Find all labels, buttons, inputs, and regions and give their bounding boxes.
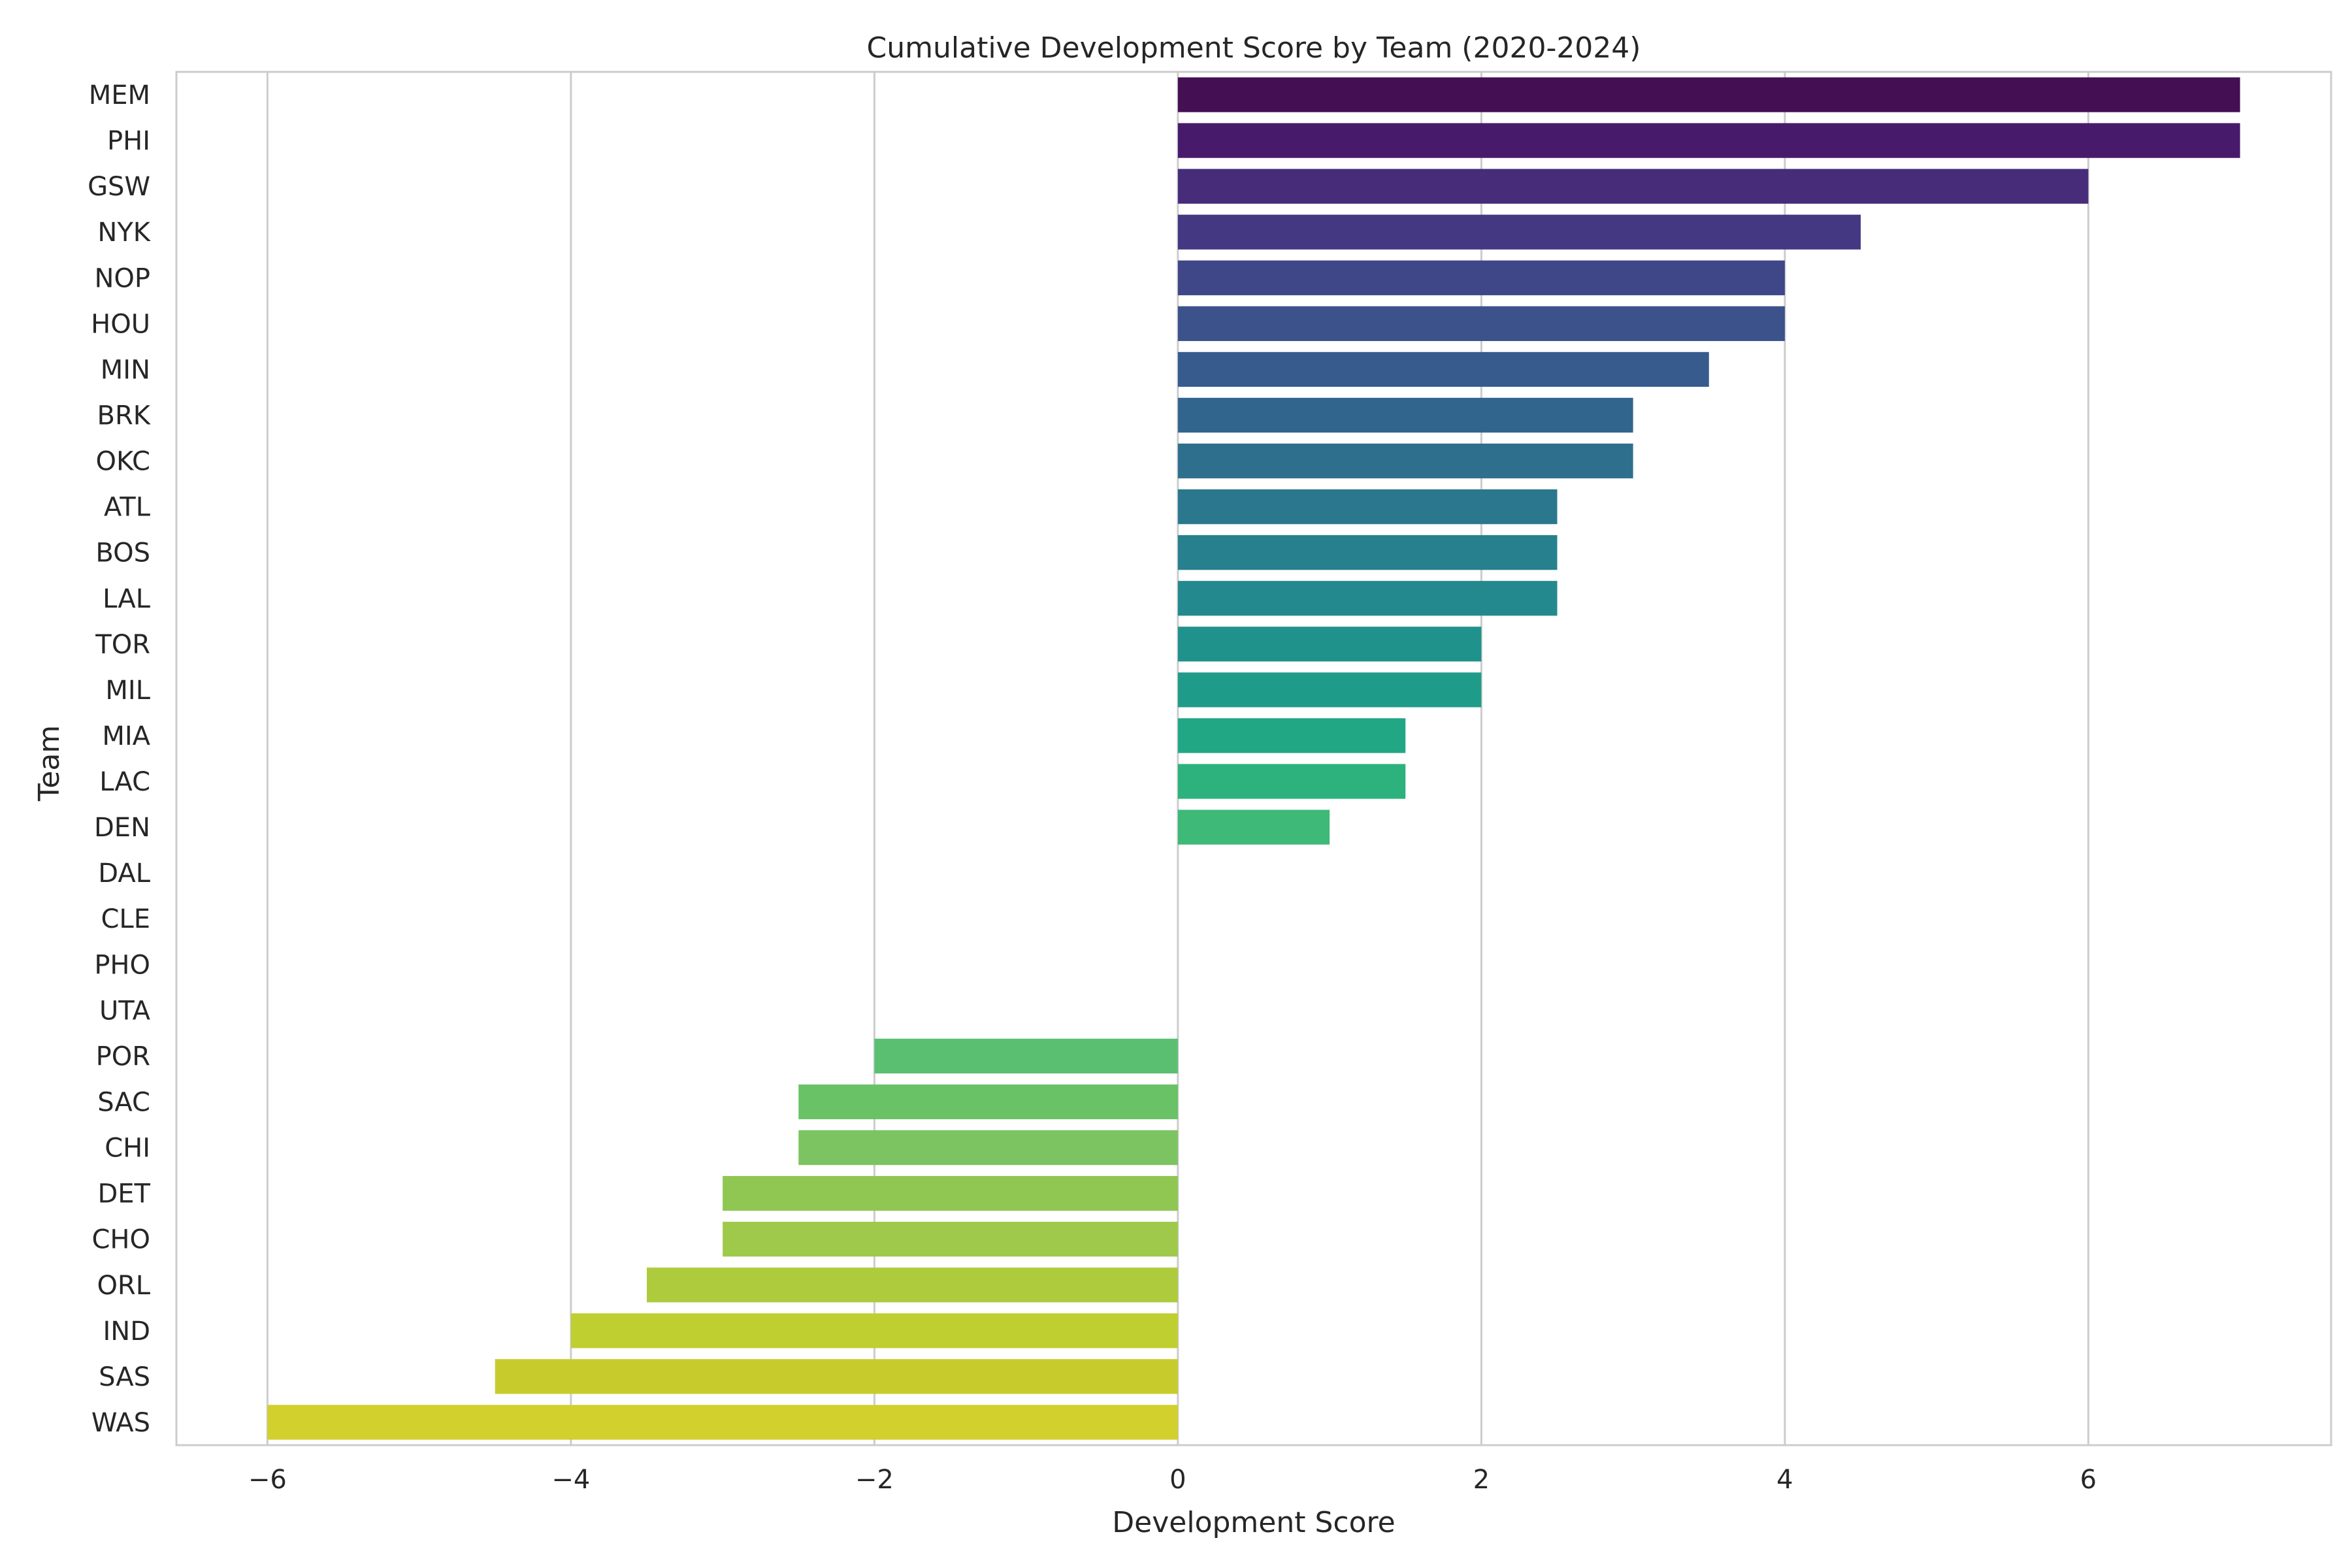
x-tick-label: −2: [855, 1465, 894, 1495]
plot-frame: [175, 71, 2332, 1446]
bar-por: [874, 1038, 1178, 1074]
bar-gsw: [1177, 169, 2089, 204]
x-tick-label: −6: [248, 1465, 287, 1495]
bar-orl: [646, 1267, 1178, 1303]
y-tick-label: HOU: [91, 309, 150, 339]
y-tick-label: DET: [97, 1179, 150, 1209]
gridlines: [266, 72, 2089, 1445]
bar-okc: [1177, 443, 1633, 479]
y-tick-label: MEM: [89, 80, 150, 110]
bar-chi: [798, 1130, 1178, 1166]
bar-mia: [1177, 718, 1406, 753]
y-tick-label: PHO: [94, 950, 150, 980]
x-tick-label: 0: [1169, 1465, 1186, 1495]
y-tick-label: IND: [103, 1316, 150, 1347]
x-tick-labels: −6 −4 −2 0 2 4 6: [248, 1465, 2097, 1495]
x-tick-label: −4: [551, 1465, 590, 1495]
y-tick-labels: MEM PHI GSW NYK NOP HOU MIN BRK OKC ATL BOS LAL TOR M…: [88, 80, 152, 1438]
y-tick-label: DEN: [94, 813, 150, 843]
y-tick-label: NOP: [94, 263, 150, 293]
bar-den: [1177, 809, 1330, 845]
y-tick-label: MIL: [105, 676, 150, 706]
chart-title: Cumulative Development Score by Team (20…: [867, 31, 1641, 65]
y-tick-label: DAL: [98, 858, 150, 889]
y-tick-label: CLE: [101, 904, 151, 934]
bar-cho: [723, 1222, 1178, 1257]
y-tick-label: WAS: [91, 1408, 150, 1438]
bar-lac: [1177, 764, 1406, 799]
bar-bos: [1177, 535, 1558, 570]
y-tick-label: SAS: [99, 1362, 150, 1392]
bar-sac: [798, 1084, 1178, 1120]
x-axis-label: Development Score: [1112, 1506, 1395, 1539]
bar-mil: [1177, 672, 1482, 708]
y-tick-label: CHI: [105, 1134, 150, 1164]
y-tick-label: CHO: [92, 1225, 151, 1255]
x-tick-label: 2: [1473, 1465, 1490, 1495]
y-tick-label: MIN: [101, 355, 150, 385]
y-tick-label: MIA: [102, 721, 150, 751]
y-tick-label: OKC: [96, 447, 150, 477]
y-tick-label: PHI: [107, 126, 150, 156]
y-axis-label: Team: [33, 725, 66, 802]
y-tick-label: BRK: [97, 401, 152, 431]
y-tick-label: ATL: [104, 493, 151, 523]
y-tick-label: NYK: [97, 218, 151, 248]
x-tick-label: 6: [2080, 1465, 2097, 1495]
bar-brk: [1177, 397, 1633, 433]
bar-nop: [1177, 260, 1785, 295]
bar-det: [723, 1176, 1178, 1211]
y-tick-label: GSW: [88, 172, 150, 202]
y-tick-label: LAC: [99, 767, 150, 797]
y-tick-label: BOS: [95, 538, 150, 568]
bar-ind: [570, 1313, 1178, 1348]
bar-phi: [1177, 123, 2240, 158]
y-tick-label: UTA: [99, 996, 151, 1026]
bar-atl: [1177, 489, 1558, 525]
y-tick-label: TOR: [95, 630, 150, 660]
bar-hou: [1177, 306, 1785, 341]
bar-sas: [495, 1359, 1178, 1394]
bar-nyk: [1177, 214, 1861, 250]
y-tick-label: POR: [96, 1041, 150, 1071]
bar-tor: [1177, 627, 1482, 662]
bars: [267, 77, 2240, 1440]
x-tick-label: 4: [1776, 1465, 1793, 1495]
y-tick-label: SAC: [97, 1088, 150, 1118]
bar-min: [1177, 351, 1709, 387]
bar-lal: [1177, 581, 1558, 616]
y-tick-label: ORL: [97, 1271, 150, 1301]
bar-mem: [1177, 77, 2240, 112]
bar-was: [267, 1405, 1178, 1440]
y-tick-label: LAL: [103, 584, 151, 614]
